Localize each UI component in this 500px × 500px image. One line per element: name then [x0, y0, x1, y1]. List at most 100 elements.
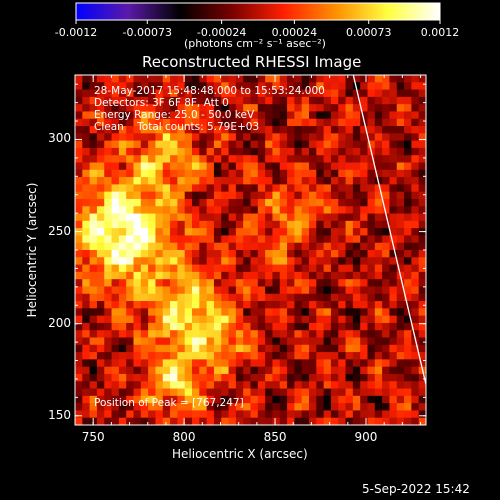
heatmap-cell — [155, 235, 164, 244]
heatmap-cell — [126, 395, 134, 404]
heatmap-cell — [345, 155, 354, 163]
heatmap-cell — [148, 242, 156, 251]
heatmap-cell — [235, 118, 244, 127]
heatmap-cell — [396, 206, 405, 214]
heatmap-cell — [184, 111, 193, 120]
heatmap-cell — [338, 184, 346, 193]
heatmap-cell — [352, 308, 361, 317]
heatmap-cell — [374, 301, 383, 309]
heatmap-cell — [184, 242, 193, 251]
heatmap-cell — [192, 279, 200, 287]
heatmap-cell — [382, 82, 390, 90]
heatmap-cell — [360, 366, 368, 375]
heatmap-cell — [396, 322, 405, 331]
heatmap-cell — [184, 250, 193, 258]
heatmap-cell — [418, 344, 426, 353]
heatmap-cell — [294, 140, 303, 149]
heatmap-cell — [192, 410, 200, 419]
heatmap-cell — [177, 118, 186, 127]
heatmap-cell — [352, 75, 361, 83]
heatmap-cell — [374, 286, 383, 295]
heatmap-cell — [104, 330, 112, 338]
heatmap-cell — [96, 403, 105, 411]
heatmap-cell — [330, 140, 339, 149]
heatmap-cell — [221, 293, 229, 302]
heatmap-cell — [301, 373, 310, 382]
heatmap-cell — [235, 352, 244, 360]
heatmap-cell — [228, 177, 237, 185]
heatmap-cell — [404, 177, 412, 185]
heatmap-cell — [228, 242, 237, 251]
heatmap-cell — [389, 373, 398, 382]
heatmap-cell — [111, 286, 120, 295]
heatmap-cell — [374, 89, 383, 98]
heatmap-cell — [199, 388, 208, 397]
heatmap-cell — [82, 147, 91, 156]
heatmap-cell — [265, 235, 273, 244]
heatmap-cell — [338, 403, 346, 411]
heatmap-cell — [257, 126, 266, 134]
heatmap-cell — [382, 118, 390, 127]
heatmap-cell — [155, 330, 164, 338]
heatmap-cell — [104, 206, 112, 214]
heatmap-cell — [250, 286, 259, 295]
heatmap-cell — [272, 177, 281, 185]
heatmap-cell — [170, 82, 178, 90]
heatmap-cell — [323, 366, 332, 375]
annotation-time-range: 28-May-2017 15:48:48.000 to 15:53:24.000 — [94, 85, 325, 97]
heatmap-cell — [389, 126, 398, 134]
heatmap-cell — [184, 366, 193, 375]
heatmap-cell — [192, 206, 200, 214]
heatmap-cell — [104, 162, 112, 171]
heatmap-cell — [374, 82, 383, 90]
heatmap-cell — [279, 301, 288, 309]
heatmap-cell — [170, 330, 178, 338]
heatmap-cell — [316, 184, 325, 193]
heatmap-cell — [374, 118, 383, 127]
heatmap-cell — [206, 250, 215, 258]
heatmap-cell — [323, 169, 332, 178]
heatmap-cell — [265, 140, 273, 149]
heatmap-cell — [360, 344, 368, 353]
heatmap-cell — [367, 301, 376, 309]
heatmap-cell — [301, 403, 310, 411]
heatmap-cell — [301, 126, 310, 134]
heatmap-cell — [382, 235, 390, 244]
heatmap-cell — [243, 344, 251, 353]
heatmap-cell — [404, 213, 412, 222]
heatmap-cell — [235, 337, 244, 346]
heatmap-cell — [104, 279, 112, 287]
heatmap-cell — [323, 111, 332, 120]
heatmap-cell — [89, 242, 98, 251]
heatmap-cell — [140, 169, 149, 178]
heatmap-cell — [360, 315, 368, 324]
heatmap-cell — [301, 293, 310, 302]
heatmap-cell — [75, 169, 83, 178]
heatmap-cell — [309, 417, 317, 425]
heatmap-cell — [272, 184, 281, 193]
heatmap-cell — [118, 191, 127, 200]
heatmap-cell — [221, 403, 229, 411]
heatmap-cell — [155, 395, 164, 404]
heatmap-cell — [396, 410, 405, 419]
heatmap-cell — [250, 191, 259, 200]
heatmap-cell — [294, 381, 303, 389]
heatmap-cell — [338, 330, 346, 338]
heatmap-cell — [155, 140, 164, 149]
heatmap-cell — [89, 206, 98, 214]
heatmap-cell — [411, 286, 420, 295]
x-axis-label: Heliocentric X (arcsec) — [172, 447, 308, 461]
heatmap-cell — [162, 322, 171, 331]
heatmap-cell — [89, 111, 98, 120]
heatmap-cell — [82, 373, 91, 382]
heatmap-cell — [140, 104, 149, 112]
heatmap-cell — [272, 264, 281, 273]
heatmap-cell — [382, 381, 390, 389]
heatmap-cell — [89, 308, 98, 317]
heatmap-cell — [330, 96, 339, 105]
heatmap-cell — [374, 133, 383, 142]
heatmap-cell — [396, 104, 405, 112]
heatmap-cell — [330, 279, 339, 287]
heatmap-cell — [96, 140, 105, 149]
heatmap-cell — [418, 359, 426, 368]
